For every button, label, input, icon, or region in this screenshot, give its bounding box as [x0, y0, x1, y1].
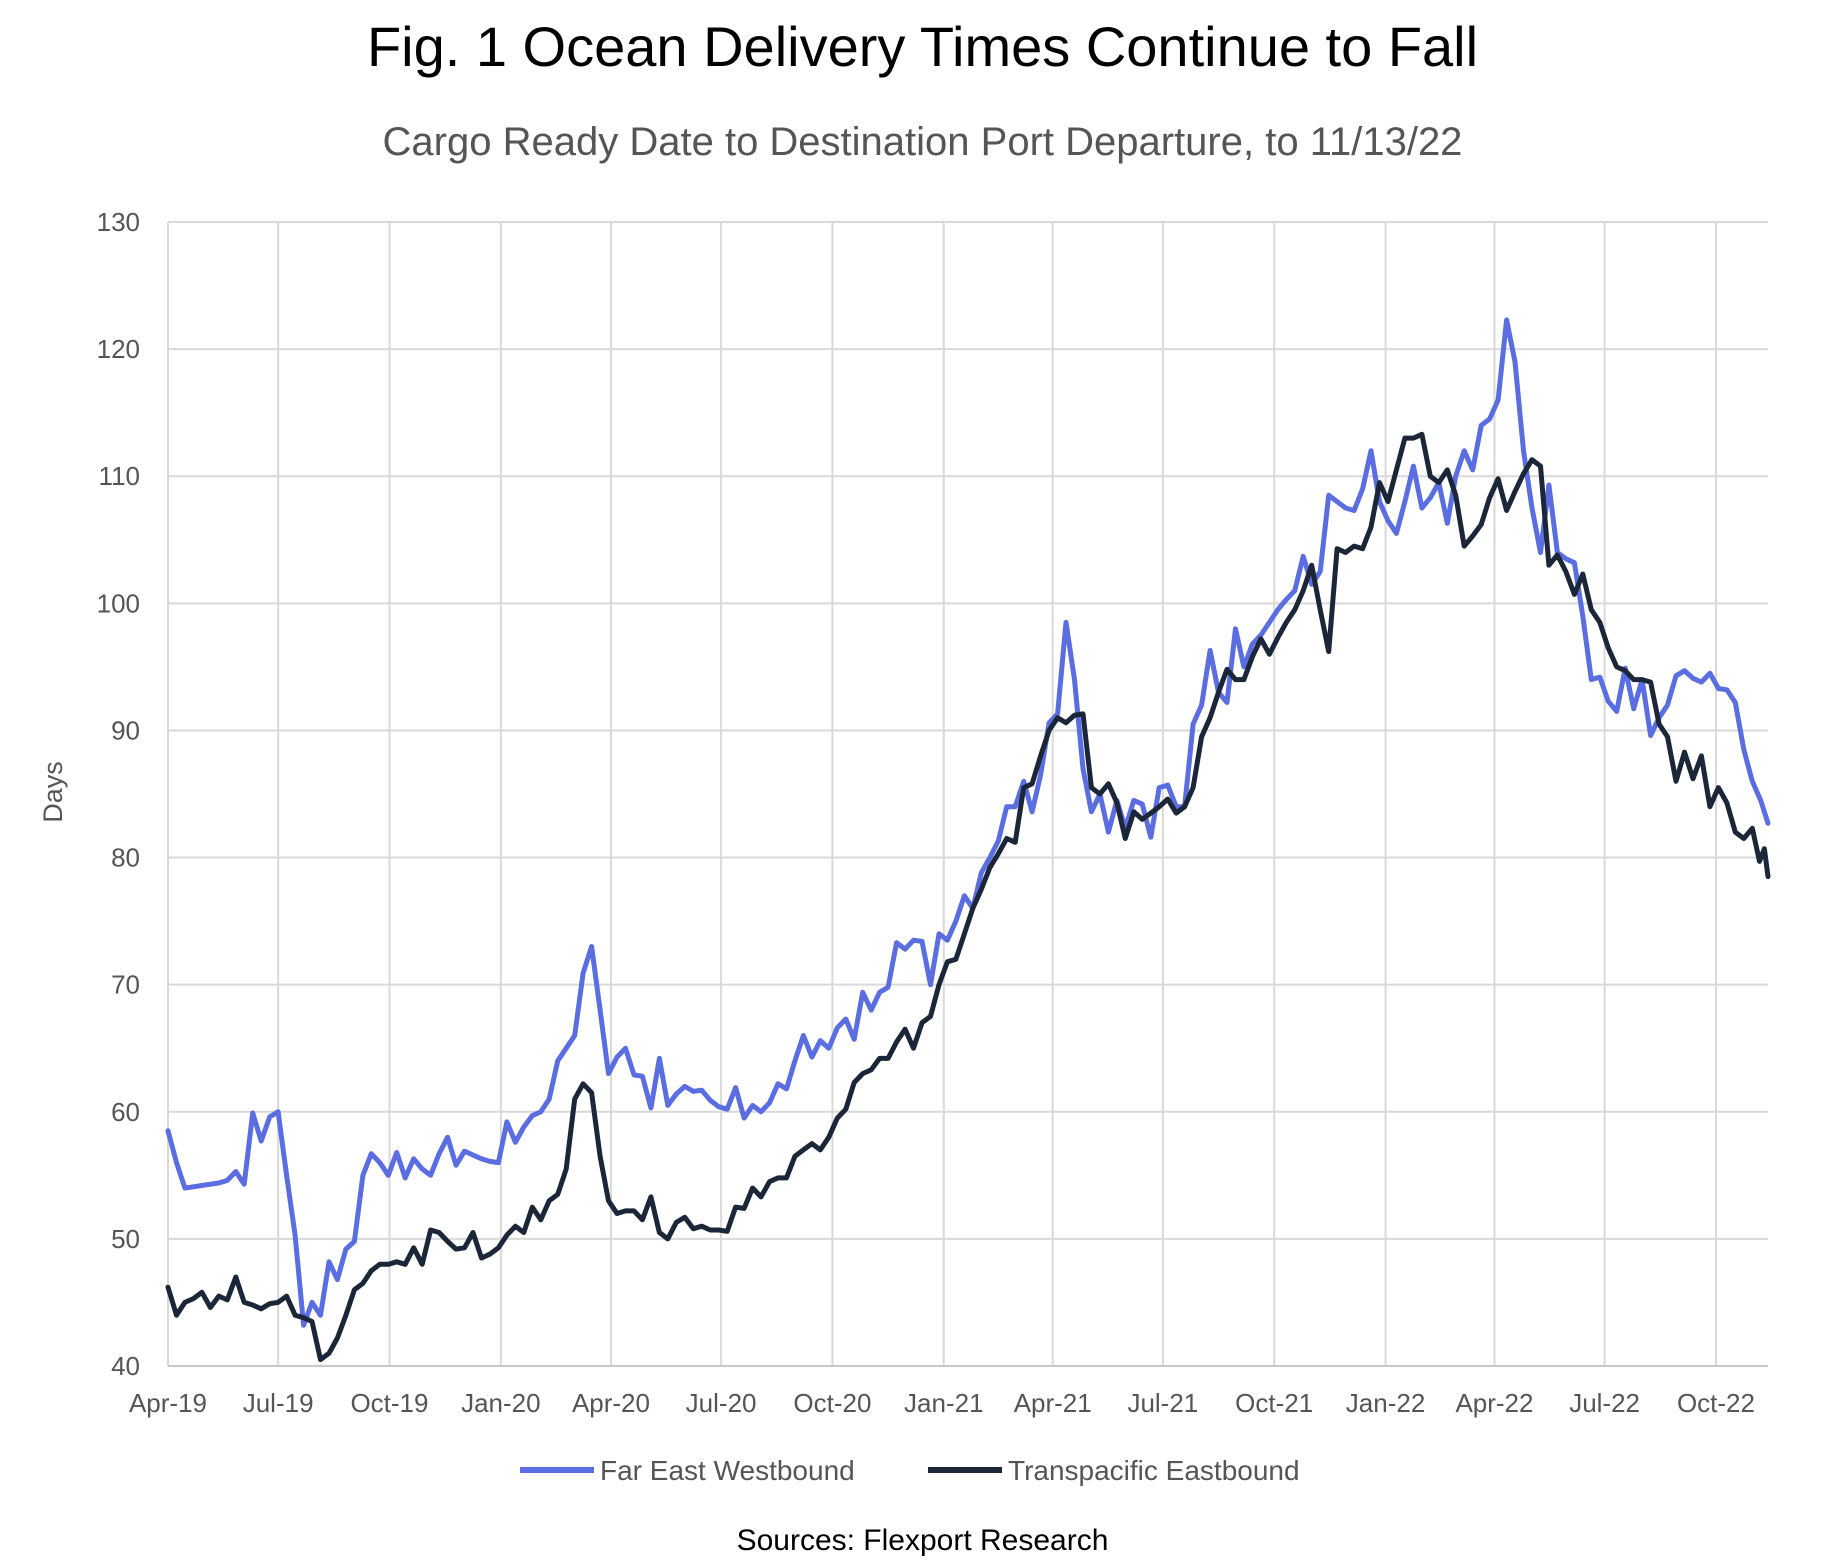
x-tick-label: Jul-20: [686, 1388, 757, 1418]
y-tick-labels: 40 50 60 70 80 90 100 110 120 130: [97, 207, 140, 1381]
x-tick-label: Jan-20: [461, 1388, 541, 1418]
y-tick-label: 80: [111, 843, 140, 873]
x-tick-label: Apr-19: [129, 1388, 207, 1418]
x-tick-label: Oct-20: [793, 1388, 871, 1418]
legend: Far East Westbound Transpacific Eastbound: [520, 1455, 1300, 1486]
x-tick-label: Jul-21: [1127, 1388, 1198, 1418]
y-tick-label: 50: [111, 1224, 140, 1254]
series-line-1: [165, 317, 1771, 1328]
y-tick-label: 120: [97, 334, 140, 364]
x-tick-label: Oct-19: [350, 1388, 428, 1418]
y-tick-label: 90: [111, 715, 140, 745]
y-tick-label: 110: [99, 461, 140, 491]
y-tick-label: 40: [111, 1351, 140, 1381]
source-note: Sources: Flexport Research: [736, 1524, 1109, 1557]
chart-subtitle: Cargo Ready Date to Destination Port Dep…: [382, 120, 1463, 164]
x-tick-label: Oct-22: [1677, 1388, 1755, 1418]
y-axis-title: Days: [38, 761, 68, 823]
x-tick-label: Jul-19: [243, 1388, 314, 1418]
x-tick-label: Oct-21: [1235, 1388, 1313, 1418]
x-tick-label: Jan-22: [1346, 1388, 1426, 1418]
legend-label-2: Transpacific Eastbound: [1008, 1455, 1300, 1486]
x-tick-label: Apr-22: [1455, 1388, 1533, 1418]
y-tick-label: 130: [97, 207, 140, 237]
x-tick-labels: Apr-19 Jul-19 Oct-19 Jan-20 Apr-20 Jul-20 Oct-…: [129, 1388, 1755, 1418]
grid-layer: [167, 221, 1768, 1366]
y-tick-label: 100: [97, 588, 140, 618]
series-line-2: [165, 431, 1771, 1363]
legend-label-1: Far East Westbound: [600, 1455, 855, 1486]
x-tick-label: Apr-20: [572, 1388, 650, 1418]
x-tick-label: Jan-21: [904, 1388, 984, 1418]
chart-title: Fig. 1 Ocean Delivery Times Continue to …: [366, 15, 1479, 78]
series-layer: [165, 317, 1771, 1363]
x-tick-label: Jul-22: [1569, 1388, 1640, 1418]
y-tick-label: 60: [111, 1097, 140, 1127]
x-tick-label: Apr-21: [1014, 1388, 1092, 1418]
y-tick-label: 70: [111, 970, 140, 1000]
